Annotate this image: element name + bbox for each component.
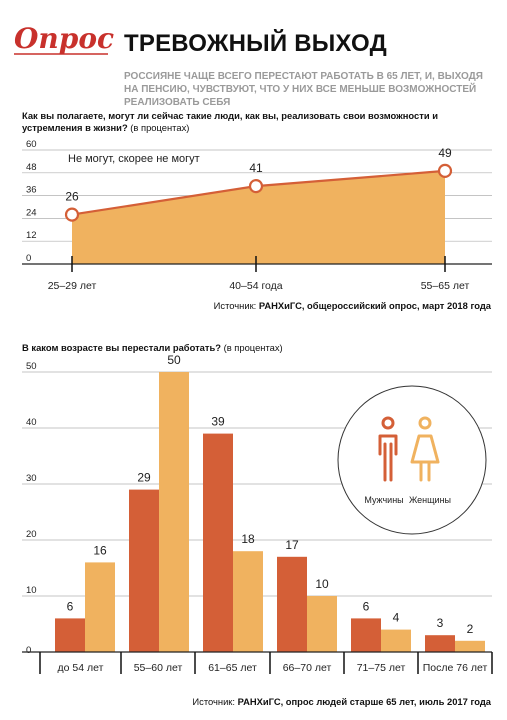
y-tick-label: 50 [26, 361, 37, 372]
woman-icon-legs [419, 460, 431, 482]
data-label: 6 [363, 599, 370, 613]
legend-label-women: Женщины [409, 495, 451, 505]
bar [203, 433, 233, 652]
data-label: 4 [393, 611, 400, 625]
data-label: 17 [285, 538, 299, 552]
page-subtitle: РОССИЯНЕ ЧАЩЕ ВСЕГО ПЕРЕСТАЮТ РАБОТАТЬ В… [124, 71, 483, 108]
data-label: 26 [65, 190, 79, 204]
man-icon-body [378, 434, 398, 456]
x-tick-label: 40–54 года [229, 280, 282, 292]
y-tick-label: 30 [26, 473, 37, 484]
y-tick-label: 48 [26, 162, 37, 173]
bar [159, 372, 189, 652]
x-tick-label: 66–70 лет [283, 662, 332, 674]
man-icon [378, 416, 398, 482]
bar [277, 556, 307, 652]
chart2-question-note: (в процентах) [223, 342, 283, 353]
page-title: ТРЕВОЖНЫЙ ВЫХОД [124, 30, 387, 57]
data-label: 29 [137, 471, 151, 485]
x-tick-label: 61–65 лет [208, 662, 257, 674]
chart1-question: Как вы полагаете, могут ли сейчас такие … [22, 110, 492, 134]
bar [455, 640, 485, 652]
data-label: 39 [211, 415, 225, 429]
chart1-source: Источник: РАНХиГС, общероссийский опрос,… [214, 300, 491, 311]
man-icon-head [381, 416, 395, 430]
bar [381, 629, 411, 652]
chart1-question-note: (в процентах) [130, 122, 190, 133]
data-point [64, 207, 80, 222]
series-label: Не могут, скорее не могут [68, 153, 200, 165]
x-tick-label: 25–29 лет [48, 280, 97, 292]
chart2-source-text: РАНХиГС, опрос людей старше 65 лет, июль… [237, 696, 491, 707]
y-tick-label: 10 [26, 585, 37, 596]
area-fill [72, 170, 445, 264]
bar [55, 618, 85, 652]
bar [233, 551, 263, 652]
y-tick-label: 0 [26, 645, 31, 656]
data-label: 49 [438, 146, 452, 160]
x-tick-label: 55–60 лет [134, 662, 183, 674]
y-tick-label: 36 [26, 185, 37, 196]
logo-text: Опрос [14, 22, 114, 55]
chart1-source-text: РАНХиГС, общероссийский опрос, март 2018… [258, 300, 491, 311]
opros-logo: Опрос [14, 22, 114, 55]
chart2-question-text: В каком возрасте вы перестали работать? [22, 342, 221, 353]
bar [307, 596, 337, 652]
data-label: 3 [437, 616, 444, 630]
bar [351, 618, 381, 652]
bar [129, 489, 159, 652]
bar [85, 562, 115, 652]
chart2-question: В каком возрасте вы перестали работать? … [22, 342, 492, 354]
bar [425, 635, 455, 652]
woman-icon-dress [410, 434, 440, 464]
x-tick-label: 55–65 лет [421, 280, 470, 292]
chart2-source-prefix: Источник: [192, 696, 236, 707]
y-tick-label: 24 [26, 207, 37, 218]
x-tick-label: 71–75 лет [357, 662, 406, 674]
data-label: 16 [93, 543, 107, 557]
data-label: 2 [467, 622, 474, 636]
y-tick-label: 20 [26, 529, 37, 540]
y-tick-label: 12 [26, 230, 37, 241]
data-label: 18 [241, 532, 255, 546]
data-label: 41 [249, 161, 263, 175]
data-point [248, 179, 264, 194]
data-label: 50 [167, 353, 181, 367]
data-label: 10 [315, 577, 329, 591]
legend: Мужчины Женщины [337, 385, 487, 535]
chart1-source-prefix: Источник: [213, 300, 257, 311]
x-tick-label: до 54 лет [58, 662, 104, 674]
woman-icon-head [418, 416, 432, 430]
y-tick-label: 60 [26, 139, 37, 150]
y-tick-label: 40 [26, 417, 37, 428]
woman-icon [410, 416, 440, 482]
x-tick-label: После 76 лет [423, 662, 488, 674]
man-icon-legs [383, 442, 393, 482]
data-label: 6 [67, 599, 74, 613]
data-point [437, 163, 453, 178]
chart2-source: Источник: РАНХиГС, опрос людей старше 65… [192, 696, 491, 707]
legend-label-men: Мужчины [364, 495, 403, 505]
chart1-question-text: Как вы полагаете, могут ли сейчас такие … [22, 110, 438, 133]
y-tick-label: 0 [26, 253, 31, 264]
